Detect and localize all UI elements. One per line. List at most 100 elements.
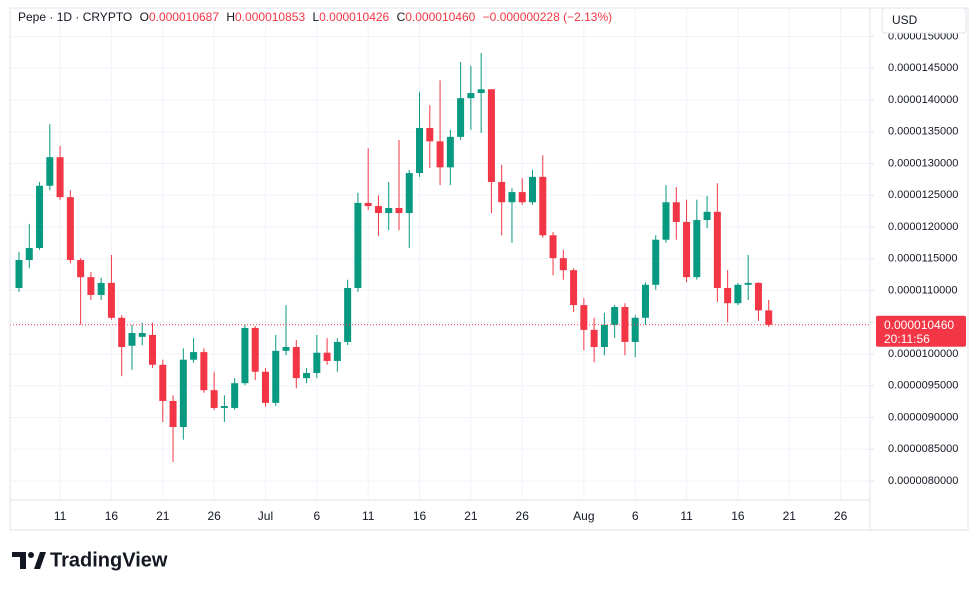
candle-body: [457, 98, 465, 137]
candle-body: [66, 197, 74, 261]
legend-value: 0.000010853: [235, 10, 305, 24]
currency-box[interactable]: [881, 7, 967, 34]
candle-body: [446, 136, 454, 168]
candle-body: [15, 260, 23, 288]
candle-body: [333, 341, 341, 361]
candle-body: [364, 202, 372, 207]
legend-key: O: [140, 10, 149, 24]
x-tick-label: 26: [516, 509, 530, 523]
logo-icon-slash[interactable]: [34, 552, 46, 569]
price-label: 0.000010460: [884, 318, 954, 332]
candle-body: [344, 287, 352, 342]
candle-body: [282, 347, 290, 351]
logo-text[interactable]: TradingView: [50, 549, 168, 571]
candle-body: [107, 282, 115, 318]
candle-body: [703, 211, 711, 221]
candle-body: [374, 206, 382, 214]
candle-body: [169, 400, 177, 427]
candle-body: [77, 260, 85, 278]
candle-body: [559, 258, 567, 271]
y-tick-label: 0.0000085000: [888, 443, 958, 455]
x-tick-label: 21: [156, 509, 170, 523]
legend-value: 0.000010687: [149, 10, 219, 24]
y-tick-label: 0.0000125000: [888, 189, 958, 201]
candle-body: [683, 221, 691, 278]
candle-body: [323, 352, 331, 361]
candle-body: [128, 333, 136, 346]
candle-body: [600, 324, 608, 348]
legend-value: 0.000010426: [319, 10, 389, 24]
candle-body: [713, 211, 721, 288]
currency[interactable]: USD: [892, 13, 918, 27]
candle-body: [570, 270, 578, 306]
logo-icon[interactable]: [12, 552, 26, 569]
candle-body: [313, 352, 321, 374]
candle-body: [662, 202, 670, 240]
candle-body: [97, 282, 105, 295]
frame: [9, 7, 969, 531]
candle-body: [436, 141, 444, 168]
candle-body: [138, 333, 146, 337]
candle-body: [395, 207, 403, 214]
candle-body: [631, 317, 639, 342]
candle-body: [508, 192, 516, 203]
countdown: 20:11:56: [884, 332, 930, 346]
candle-body: [261, 371, 269, 403]
candle-body: [190, 352, 198, 360]
candle-body: [210, 390, 218, 408]
candle-body: [539, 176, 547, 236]
candle-body: [292, 347, 300, 379]
candle-body: [754, 282, 762, 311]
legend: Pepe · 1D · CRYPTO O0.000010687 H0.00001…: [18, 10, 612, 24]
x-tick-label: Aug: [573, 509, 594, 523]
candle-body: [118, 317, 126, 348]
axes: 0.0000080000 0.0000085000 0.0000090000 0.00…: [54, 30, 966, 523]
currency-button[interactable]: USD: [881, 7, 967, 34]
candle-body: [25, 247, 33, 261]
x-tick-label: 26: [834, 509, 848, 523]
candle-body: [487, 89, 495, 182]
candle-body: [231, 383, 239, 408]
y-tick-label: 0.0000140000: [888, 94, 958, 106]
y-tick-label: 0.0000100000: [888, 348, 958, 360]
legend-key: L: [312, 10, 319, 24]
candle-body: [498, 181, 506, 203]
candle-body: [272, 350, 280, 403]
y-tick-label: 0.0000080000: [888, 475, 958, 487]
candle-body: [641, 284, 649, 318]
candle-body: [220, 406, 228, 408]
x-tick-label: 6: [313, 509, 320, 523]
candle-body: [590, 329, 598, 348]
logo-icon-dot[interactable]: [28, 552, 34, 558]
x-tick-label: 21: [783, 509, 797, 523]
x-tick-label: 16: [105, 509, 119, 523]
x-tick-label: 16: [413, 509, 427, 523]
candle-body: [765, 310, 773, 325]
candle-body: [744, 282, 752, 285]
x-tick-label: 11: [362, 509, 375, 523]
y-tick-label: 0.0000120000: [888, 221, 958, 233]
candle-body: [385, 207, 393, 214]
candle-body: [734, 284, 742, 304]
x-tick-label: 6: [632, 509, 639, 523]
candle-body: [426, 127, 434, 142]
price-label-box: [876, 315, 966, 347]
candle-body: [405, 173, 413, 214]
logo[interactable]: TradingView: [12, 549, 168, 571]
y-tick-label: 0.0000090000: [888, 411, 958, 423]
candle-body: [36, 185, 44, 248]
candle-body: [179, 359, 187, 427]
x-tick-label: 21: [464, 509, 478, 523]
legend-key: C: [397, 10, 406, 24]
candle-body: [652, 239, 660, 285]
candle-body: [200, 352, 208, 391]
y-tick-label: 0.0000130000: [888, 157, 958, 169]
candle-body: [416, 127, 424, 174]
candles: [10, 53, 870, 462]
x-tick-label: 11: [680, 509, 693, 523]
y-tick-label: 0.0000115000: [888, 253, 958, 265]
candle-body: [529, 176, 536, 203]
x-tick-label: 26: [207, 509, 221, 523]
x-tick-label: Jul: [258, 509, 273, 523]
legend-value: 0.000010460: [405, 10, 475, 24]
